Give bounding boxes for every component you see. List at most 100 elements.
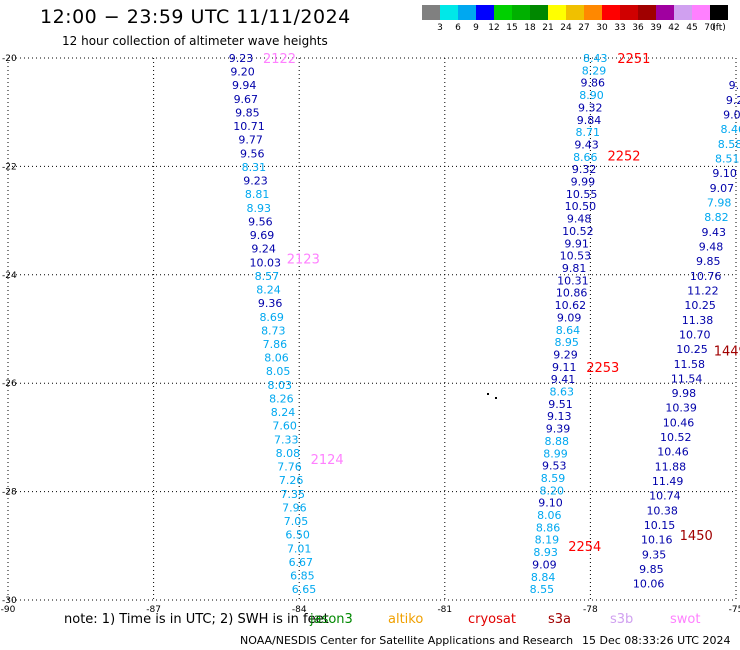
legend-label: 9: [473, 23, 479, 33]
wave-height-value: 9.99: [571, 176, 596, 189]
legend-label: 42: [668, 23, 680, 33]
legend-swatch: [422, 5, 440, 20]
wave-height-value: 8.84: [531, 571, 556, 584]
wave-height-value: 8.55: [530, 583, 555, 596]
wave-height-value: 10.16: [641, 534, 673, 547]
lat-tick-label: -30: [2, 596, 17, 606]
lon-tick-label: -78: [583, 605, 598, 615]
wave-height-value: 11.54: [671, 372, 703, 385]
note-text: note: 1) Time is in UTC; 2) SWH is in fe…: [64, 612, 329, 627]
wave-height-value: 8.06: [537, 509, 562, 522]
wave-height-value: 8.86: [536, 521, 561, 534]
wave-height-value: 8.90: [579, 89, 604, 102]
footer-timestamp: 15 Dec 08:33:26 UTC 2024: [582, 634, 731, 647]
wave-height-value: 6.50: [285, 529, 310, 542]
legend-swatch: [476, 5, 494, 20]
legend-swatch: [656, 5, 674, 20]
legend-label: 36: [632, 23, 644, 33]
lon-tick-label: -75: [729, 605, 740, 615]
wave-height-value: 11.22: [687, 284, 719, 297]
wave-height-value: 8.24: [271, 406, 296, 419]
wave-height-value: 8.08: [276, 447, 301, 460]
wave-height-value: 8.63: [549, 386, 574, 399]
wave-height-value: 10.25: [684, 299, 716, 312]
wave-height-value: 11.88: [655, 460, 687, 473]
pass-time-label: 2123: [287, 253, 320, 268]
wave-height-value: 9.48: [567, 213, 592, 226]
wave-height-value: 10.86: [556, 287, 588, 300]
wave-height-value: 9.32: [572, 163, 597, 176]
wave-height-value: 8.57: [255, 270, 280, 283]
wave-height-value: 9.98: [672, 387, 697, 400]
satellite-label: s3a: [548, 612, 572, 627]
wave-height-value: 7.98: [707, 196, 732, 209]
wave-height-value: 10.52: [562, 225, 594, 238]
wave-height-value: 10.53: [560, 250, 592, 263]
pass-time-label: 2251: [617, 52, 650, 67]
pass-time-label: 2122: [263, 52, 296, 67]
wave-height-value: 8.24: [256, 284, 281, 297]
satellite-label: cryosat: [468, 612, 516, 627]
legend-swatch: [548, 5, 566, 20]
legend-label: 45: [686, 23, 698, 33]
wave-height-value: 6.67: [289, 556, 314, 569]
wave-height-value: 8.82: [704, 211, 729, 224]
wave-height-value: 9.69: [250, 229, 275, 242]
legend-swatch: [710, 5, 728, 20]
wave-height-value: 8.05: [266, 365, 291, 378]
legend-label: 24: [560, 23, 572, 33]
wave-height-value: 9.35: [642, 548, 667, 561]
wave-height-value: 9.32: [578, 101, 603, 114]
legend-swatch: [674, 5, 692, 20]
lon-tick-label: -90: [1, 605, 16, 615]
wave-height-value: 9.09: [532, 558, 557, 571]
wave-height-value: 9.07: [710, 182, 735, 195]
wave-height-value: 9.85: [639, 563, 664, 576]
lat-tick-label: -26: [2, 379, 17, 389]
legend-swatch: [620, 5, 638, 20]
wave-height-value: 9.11: [552, 361, 577, 374]
pass-time-label: 2253: [586, 361, 619, 376]
legend-swatch: [458, 5, 476, 20]
legend-label: 27: [578, 23, 590, 33]
lon-tick-label: -81: [437, 605, 452, 615]
wave-height-value: 9.36: [258, 297, 283, 310]
wave-height-value: 9.10: [712, 167, 737, 180]
wave-height-value: 9.41: [551, 373, 576, 386]
wave-height-value: 8.93: [247, 202, 272, 215]
wave-height-value: 8.46: [720, 123, 740, 136]
wave-height-value: 6.85: [290, 570, 315, 583]
wave-height-value: 10.39: [665, 402, 697, 415]
legend-swatch: [566, 5, 584, 20]
legend-swatch: [692, 5, 710, 20]
lon-tick-label: -87: [146, 605, 161, 615]
wave-height-value: 8.19: [535, 534, 560, 547]
wave-height-value: 10.38: [646, 504, 678, 517]
wave-height-value: 8.66: [573, 151, 598, 164]
wave-height-value: 10.71: [233, 120, 265, 133]
wave-height-value: 8.99: [543, 447, 568, 460]
legend-swatch: [638, 5, 656, 20]
legend-label: 30: [596, 23, 608, 33]
legend-swatch: [440, 5, 458, 20]
wave-height-value: 8.51: [715, 152, 740, 165]
wave-height-value: 8.31: [242, 161, 267, 174]
wave-height-value: 9.43: [701, 226, 726, 239]
wave-height-value: 10.25: [676, 343, 708, 356]
wave-height-value: 9.09: [557, 311, 582, 324]
wave-height-value: 9.23: [243, 175, 268, 188]
wave-height-value: 9.84: [577, 114, 602, 127]
lat-tick-label: -22: [2, 162, 17, 172]
wave-height-value: 9.10: [538, 497, 563, 510]
wave-height-value: 10.76: [690, 270, 722, 283]
wave-height-value: 8.95: [554, 336, 579, 349]
wave-height-value: 8.81: [245, 188, 270, 201]
map-subtitle: 12 hour collection of altimeter wave hei…: [62, 34, 328, 48]
pass-time-label: 2124: [311, 453, 344, 468]
wave-height-value: 9.23: [229, 52, 254, 65]
wave-height-value: 9.85: [696, 255, 721, 268]
wave-height-value: 8.88: [545, 435, 570, 448]
wave-height-value: 9.29: [553, 348, 578, 361]
wave-height-value: 9.24: [251, 243, 276, 256]
wave-height-value: 8.69: [259, 311, 284, 324]
